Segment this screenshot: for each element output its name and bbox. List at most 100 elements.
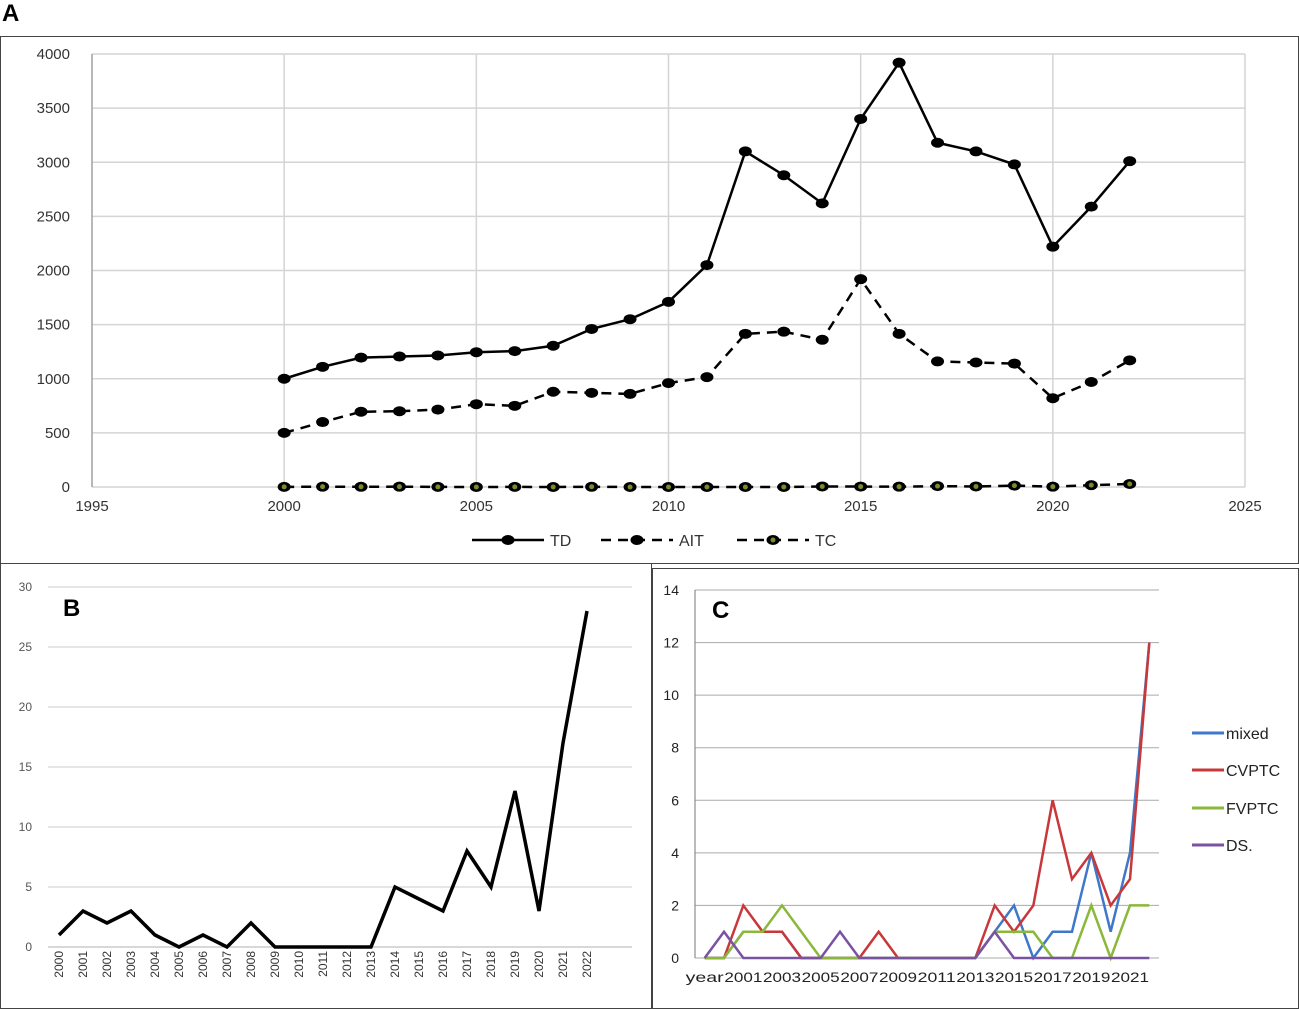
data-point-ait (700, 372, 714, 383)
data-point-center-tc (896, 484, 902, 490)
x-tick-label: 2011 (316, 951, 330, 977)
panel-label-a: A (2, 0, 20, 27)
data-point-td (892, 57, 906, 68)
data-point-td (392, 351, 406, 362)
data-point-ait (662, 378, 675, 389)
data-point-td (738, 146, 752, 157)
x-tick-label: 2019 (508, 951, 522, 978)
data-point-center-tc (819, 483, 825, 489)
data-point-center-tc (512, 484, 518, 490)
data-point-td (546, 340, 560, 351)
y-tick-label: 1500 (37, 317, 70, 334)
data-point-center-tc (589, 484, 595, 490)
x-tick-label: 2008 (244, 951, 258, 978)
y-tick-label: 10 (663, 687, 679, 703)
data-point-center-tc (973, 483, 979, 489)
data-point-ait (469, 399, 483, 410)
y-tick-label: 3500 (37, 100, 70, 117)
data-point-center-tc (1088, 482, 1094, 488)
x-tick-label: 2001 (76, 951, 90, 978)
legend-marker-td (501, 535, 515, 545)
data-point-td (1084, 201, 1098, 212)
legend-label-mixed: mixed (1226, 726, 1269, 743)
data-point-ait (585, 387, 599, 398)
data-point-ait (354, 406, 368, 417)
x-tick-label: 2014 (388, 951, 402, 978)
x-tick-label: 2005 (802, 969, 840, 985)
legend-label-ds: DS. (1226, 838, 1253, 855)
legend-label-cvptc: CVPTC (1226, 763, 1280, 780)
data-point-center-tc (858, 484, 864, 490)
data-point-center-tc (1050, 484, 1056, 490)
x-tick-label: 2013 (956, 969, 994, 985)
data-point-center-tc (627, 484, 633, 490)
x-tick-label: 2007 (840, 969, 878, 985)
data-point-center-tc (396, 484, 402, 490)
y-tick-label: 3000 (37, 154, 70, 171)
y-tick-label: 2500 (37, 208, 70, 225)
x-tick-label: year (686, 969, 724, 985)
series-line-td (283, 60, 1131, 380)
data-point-td (469, 347, 483, 358)
data-point-center-tc (781, 484, 787, 490)
data-point-center-tc (358, 484, 364, 490)
y-tick-label: 8 (671, 740, 679, 756)
data-point-ait (392, 406, 406, 417)
y-tick-label: 4000 (37, 46, 70, 63)
panel-a-line-chart: 0 500 1000 1500 2000 2500 3000 3500 4000 1995 2000… (37, 46, 1262, 550)
x-tick-label: 2021 (556, 951, 570, 978)
y-tick-label: 30 (19, 580, 33, 594)
data-point-ait (1007, 358, 1021, 369)
x-tick-label: 2012 (340, 951, 354, 978)
panel-label-c: C (712, 597, 730, 624)
x-tick-label: 2004 (148, 951, 162, 978)
data-point-ait (431, 404, 445, 415)
x-tick-label: 2000 (267, 498, 300, 515)
data-point-ait (969, 357, 983, 368)
legend-marker-ait (630, 535, 644, 545)
x-tick-label: 2001 (724, 969, 762, 985)
x-tick-label: 2002 (100, 951, 114, 978)
data-point-ait (508, 400, 522, 411)
x-tick-label: 2015 (995, 969, 1033, 985)
data-point-ait (277, 427, 291, 438)
x-tick-label: 2020 (532, 951, 546, 978)
data-point-ait (777, 326, 791, 337)
y-tick-label: 15 (19, 760, 33, 774)
legend-label-tc: TC (815, 533, 836, 550)
x-tick-label: 2003 (763, 969, 801, 985)
data-point-td (969, 146, 983, 157)
data-point-td (623, 314, 637, 325)
x-tick-label: 2019 (1072, 969, 1110, 985)
x-tick-label: 2015 (412, 951, 426, 978)
data-point-ait (1123, 355, 1137, 366)
series-line-ds (703, 929, 1150, 960)
data-point-center-tc (1127, 481, 1133, 487)
series-line-tc (284, 482, 1130, 489)
data-point-td (1123, 156, 1137, 167)
data-point-td (931, 137, 945, 148)
y-tick-label: 500 (45, 425, 70, 442)
data-point-ait (931, 356, 945, 367)
data-point-center-tc (435, 484, 441, 490)
x-tick-label: 2025 (1228, 498, 1261, 515)
x-tick-label: 2018 (484, 951, 498, 978)
data-point-td (662, 296, 675, 307)
data-point-td (777, 170, 791, 181)
data-point-td (508, 346, 522, 357)
panel-b-line-chart: 0 5 10 15 20 25 30 2000 2001 2002 2003 2004 2005 2006… (19, 580, 632, 978)
y-tick-label: 14 (663, 582, 679, 598)
y-tick-label: 4 (671, 845, 679, 861)
x-tick-label: 2017 (1034, 969, 1072, 985)
y-tick-label: 10 (19, 820, 33, 834)
data-point-center-tc (704, 484, 710, 490)
y-tick-label: 2 (671, 897, 679, 913)
y-tick-label: 2000 (37, 263, 70, 280)
x-tick-label: 2015 (844, 498, 877, 515)
legend-label-ait: AIT (679, 533, 704, 550)
data-point-ait (892, 328, 906, 339)
data-point-center-tc (550, 484, 556, 490)
data-point-center-tc (473, 484, 479, 490)
data-point-center-tc (281, 484, 287, 490)
